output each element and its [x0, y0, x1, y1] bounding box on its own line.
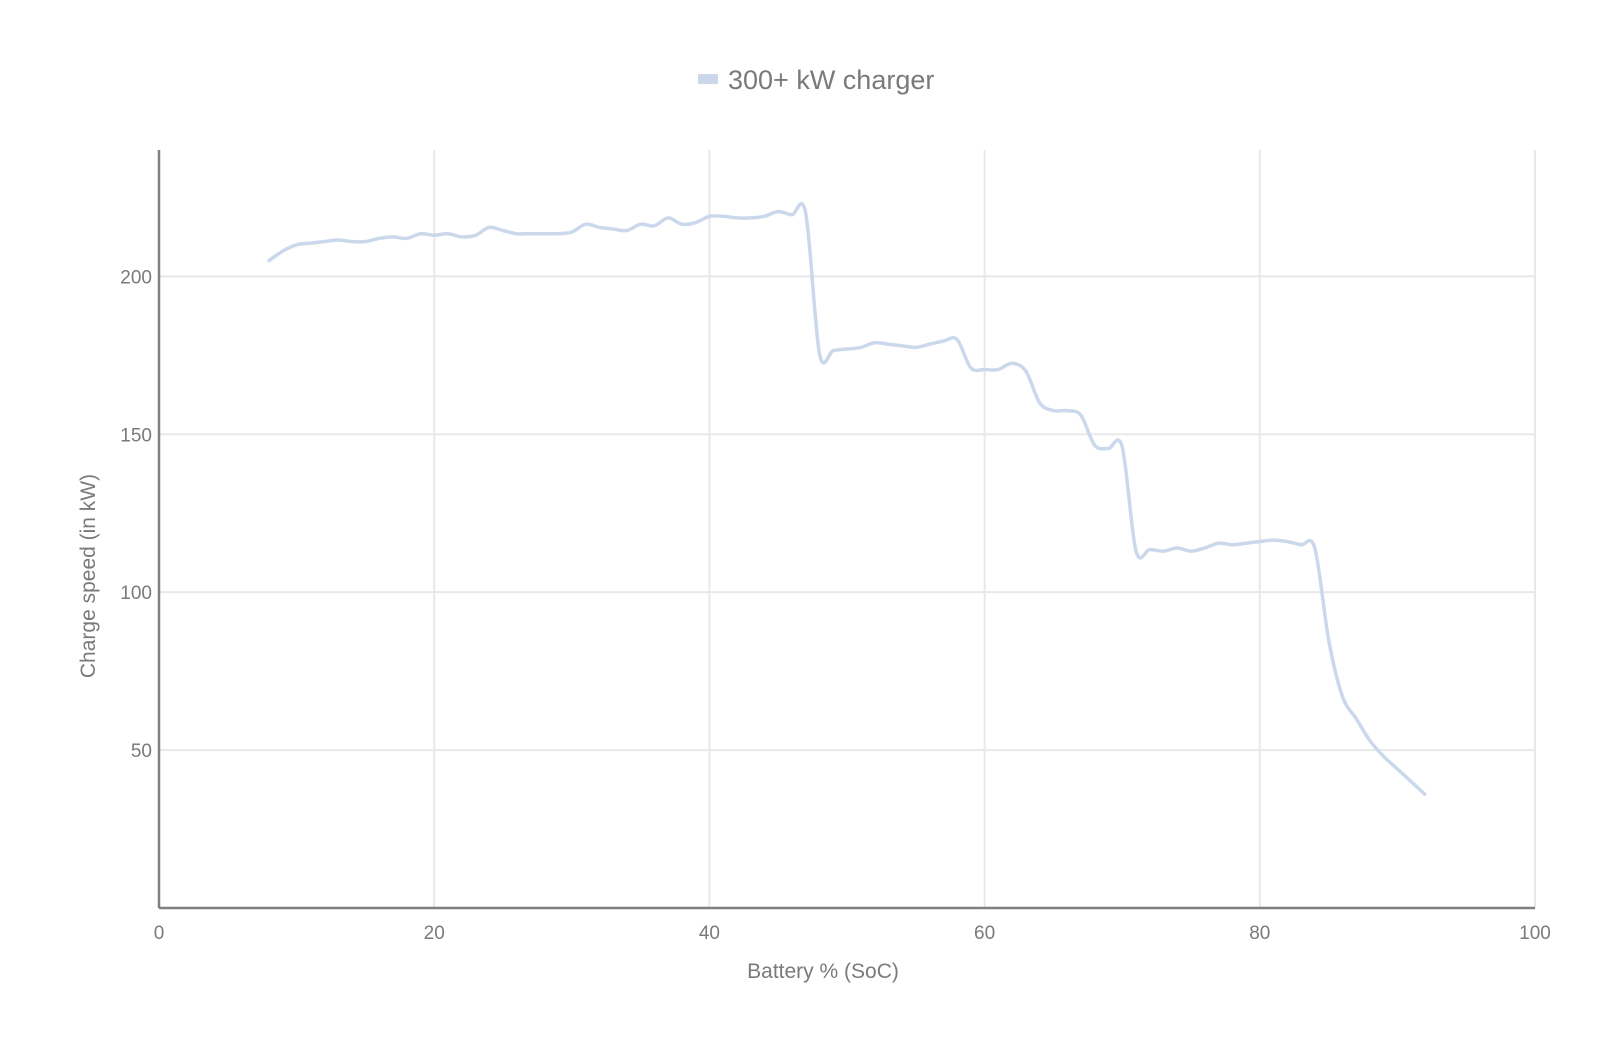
- grid: [159, 150, 1536, 908]
- series-line[interactable]: [267, 202, 1427, 797]
- x-axis-title: Battery % (SoC): [747, 960, 899, 983]
- y-tick-label: 50: [131, 741, 152, 762]
- x-tick-label: 100: [1519, 923, 1551, 944]
- x-tick-label: 40: [699, 923, 720, 944]
- x-tick-label: 60: [974, 923, 995, 944]
- y-axis-title: Charge speed (in kW): [77, 474, 100, 678]
- y-tick-label: 150: [120, 425, 152, 446]
- axes: [157, 150, 1535, 910]
- legend-label: 300+ kW charger: [728, 65, 934, 95]
- legend[interactable]: 300+ kW charger: [698, 65, 934, 95]
- x-tick-label: 80: [1249, 923, 1270, 944]
- x-tick-label: 0: [154, 923, 165, 944]
- y-tick-label: 200: [120, 267, 152, 288]
- legend-swatch: [698, 74, 718, 84]
- y-tick-label: 100: [120, 583, 152, 604]
- x-tick-label: 20: [424, 923, 445, 944]
- series-layer: [267, 202, 1427, 797]
- tick-labels: 0 20 40 60 80 100 50 100 150 200: [120, 267, 1551, 944]
